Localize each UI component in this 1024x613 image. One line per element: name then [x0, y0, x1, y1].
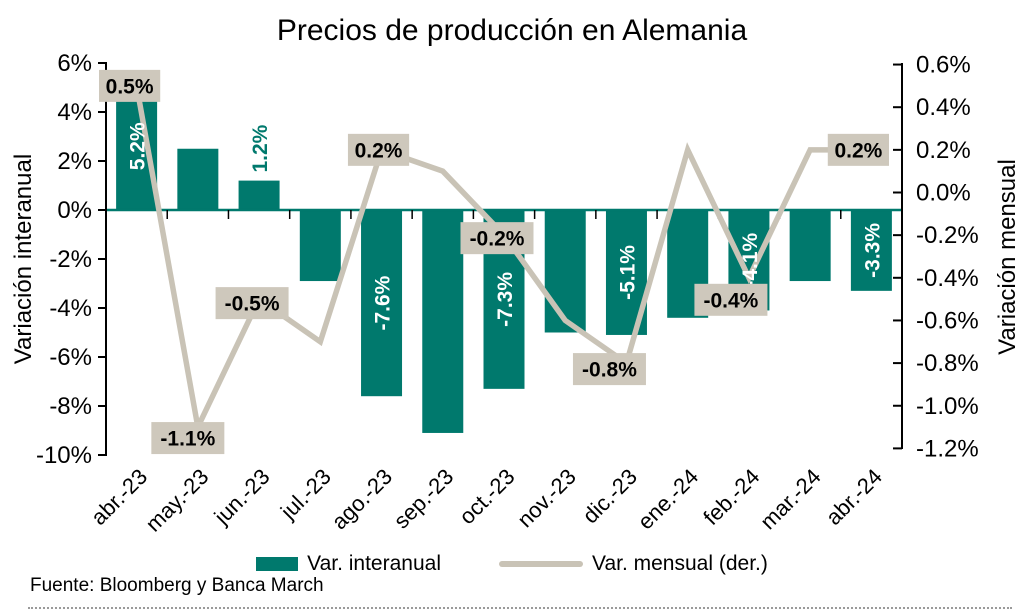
bar-label-abr.-24: -3.3%	[861, 223, 884, 278]
right-axis-tick-label: -0.4%	[916, 265, 979, 292]
bar-label-ago.-23: -7.6%	[372, 275, 395, 330]
right-axis-tick-label: 0.6%	[916, 52, 971, 79]
left-axis-tick-label: 0%	[57, 197, 92, 224]
bar-nov.-23	[544, 210, 586, 333]
x-label-ago.-23: ago.-23	[327, 464, 397, 534]
line-label-box-jun.-23	[215, 287, 289, 320]
legend-line-swatch-icon	[499, 561, 583, 567]
legend-line-label: Var. mensual (der.)	[592, 552, 768, 575]
right-axis-tick-label: -0.2%	[916, 222, 979, 249]
x-label-oct.-23: oct.-23	[454, 464, 519, 529]
bar-abr.-24	[850, 210, 892, 291]
bar-abr.-23	[116, 82, 158, 210]
line-label-jun.-23: -0.5%	[225, 293, 280, 316]
bar-mar.-24	[789, 210, 831, 282]
left-axis-tick-label: -8%	[49, 393, 92, 420]
bars-series	[116, 82, 892, 433]
line-label-abr.-24: 0.2%	[834, 139, 882, 162]
bar-label-feb.-24: -4.1%	[739, 232, 762, 287]
line-label-box-abr.-24	[827, 133, 889, 166]
left-axis-tick-label: -4%	[49, 295, 92, 322]
bar-ago.-23	[361, 210, 403, 397]
x-label-mar.-24: mar.-24	[755, 464, 825, 534]
left-axis-tick-label: -10%	[36, 442, 92, 469]
line-label-feb.-24: -0.4%	[703, 289, 758, 312]
bar-sep.-23	[422, 210, 464, 433]
x-label-ene.-24: ene.-24	[633, 464, 703, 534]
x-label-jun.-23: jun.-23	[209, 464, 275, 530]
bar-label-jun.-23: 1.2%	[249, 124, 272, 172]
left-axis-title: Variación interanual	[10, 153, 37, 365]
right-axis-tick-label: -1.2%	[916, 435, 979, 462]
x-label-dic.-23: dic.-23	[578, 464, 642, 528]
right-axis-tick-label: 0.4%	[916, 94, 971, 121]
left-axis-tick-label: 4%	[57, 99, 92, 126]
right-axis-tick-label: -0.8%	[916, 350, 979, 377]
legend-bar-label: Var. interanual	[307, 552, 441, 575]
right-axis-tick-label: 0.0%	[916, 180, 971, 207]
right-axis-title: Variación mensual	[994, 159, 1021, 355]
left-axis-tick-label: 2%	[57, 148, 92, 175]
left-axis-tick-label: 6%	[57, 50, 92, 77]
bar-may.-23	[177, 148, 219, 210]
line-label-box-oct.-23	[460, 222, 534, 255]
line-label-box-abr.-23	[99, 69, 161, 102]
line-label-box-feb.-24	[694, 283, 768, 316]
right-axis-tick-label: -0.6%	[916, 307, 979, 334]
bar-jun.-23	[238, 180, 280, 210]
line-label-box-may.-23	[151, 422, 225, 455]
right-axis-tick-label: -1.0%	[916, 393, 979, 420]
left-axis-tick-label: -2%	[49, 246, 92, 273]
x-label-feb.-24: feb.-24	[698, 464, 764, 530]
line-label-box-dic.-23	[572, 353, 646, 386]
bar-label-dic.-23: -5.1%	[616, 245, 639, 300]
x-label-may.-23: may.-23	[141, 464, 214, 537]
line-label-oct.-23: -0.2%	[470, 228, 525, 251]
bar-jul.-23	[299, 210, 341, 282]
x-label-sep.-23: sep.-23	[389, 464, 459, 534]
line-label-abr.-23: 0.5%	[106, 75, 154, 98]
line-label-dic.-23: -0.8%	[582, 359, 637, 382]
line-label-box-ago.-23	[347, 133, 410, 166]
x-label-abr.-24: abr.-24	[821, 464, 887, 530]
right-axis: 0.6% 0.4% 0.2% 0.0% -0.2% -0.4% -0.6% -0.8% -1.0…	[893, 52, 979, 462]
legend: Var. interanual Var. mensual (der.)	[0, 552, 1024, 576]
legend-item-interanual: Var. interanual	[256, 552, 441, 576]
bar-label-abr.-23: 5.2%	[127, 122, 150, 170]
source-note: Fuente: Bloomberg y Banca March	[30, 575, 324, 596]
legend-bar-swatch-icon	[256, 557, 299, 571]
line-labels: 0.5% -1.1% -0.5% 0.2% -0.2% -0.8% -0.4% 0.2%	[99, 69, 889, 455]
chart-title: Precios de producción en Alemania	[276, 14, 748, 47]
legend-item-mensual: Var. mensual (der.)	[499, 552, 768, 576]
x-label-nov.-23: nov.-23	[512, 464, 580, 532]
line-label-ago.-23: 0.2%	[355, 139, 403, 162]
right-axis-tick-label: 0.2%	[916, 137, 971, 164]
bar-label-oct.-23: -7.3%	[494, 272, 517, 327]
left-axis: 6% 4% 2% 0% -2% -4% -6% -8% -10%	[36, 50, 107, 469]
bottom-divider	[28, 607, 1012, 609]
left-axis-tick-label: -6%	[49, 344, 92, 371]
bar-labels: 5.2% 1.2% -7.6% -7.3% -5.1% -4.1% -3.3%	[127, 122, 885, 330]
line-label-may.-23: -1.1%	[160, 428, 215, 451]
